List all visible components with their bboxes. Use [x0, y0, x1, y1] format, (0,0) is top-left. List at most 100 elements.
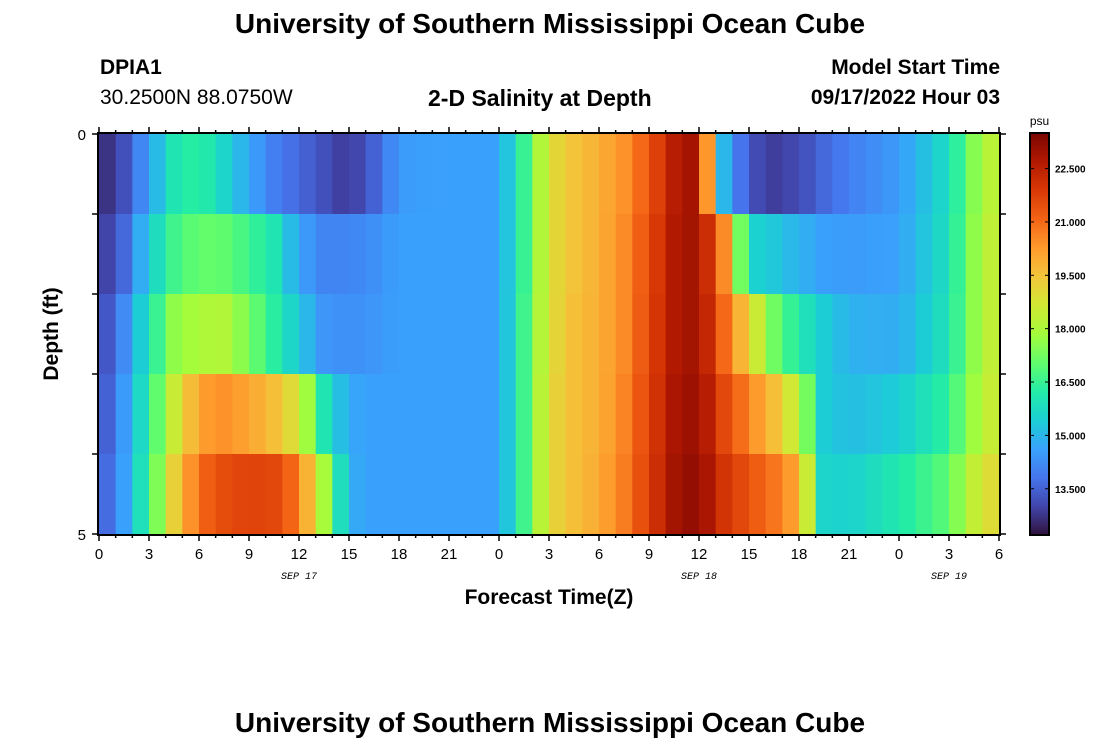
model-start-label: Model Start Time	[831, 56, 1000, 79]
heatmap-cell	[99, 374, 117, 455]
heatmap-cell	[682, 134, 700, 215]
heatmap-cell	[932, 134, 950, 215]
heatmap-cell	[199, 294, 217, 375]
heatmap-cell	[132, 454, 150, 535]
x-date-label: SEP 17	[281, 572, 317, 583]
heatmap-cell	[282, 214, 300, 295]
heatmap-cell	[899, 454, 917, 535]
heatmap-cell	[382, 374, 400, 455]
heatmap-cell	[299, 214, 317, 295]
heatmap-cell	[582, 454, 600, 535]
x-axis-title: Forecast Time(Z)	[465, 586, 634, 609]
heatmap-cell	[382, 294, 400, 375]
heatmap-cell	[449, 134, 467, 215]
heatmap-cell	[232, 374, 250, 455]
heatmap-cell	[782, 374, 800, 455]
heatmap-cell	[782, 134, 800, 215]
heatmap-cell	[699, 214, 717, 295]
heatmap-cell	[199, 134, 217, 215]
heatmap-cell	[515, 294, 533, 375]
heatmap-cell	[632, 294, 650, 375]
heatmap-cell	[765, 374, 783, 455]
heatmap-cell	[615, 134, 633, 215]
heatmap-cell	[165, 214, 183, 295]
heatmap-cell	[99, 294, 117, 375]
colorbar-tick-label: 16.500	[1055, 378, 1086, 389]
heatmap-cell	[415, 294, 433, 375]
heatmap-cell	[749, 294, 767, 375]
x-tick-label: 3	[145, 546, 153, 563]
heatmap-cell	[332, 294, 350, 375]
heatmap-cell	[232, 294, 250, 375]
heatmap-cell	[249, 134, 267, 215]
x-tick-label: 0	[895, 546, 903, 563]
heatmap-cell	[915, 454, 933, 535]
heatmap-cell	[249, 214, 267, 295]
heatmap-cell	[582, 134, 600, 215]
heatmap-cell	[815, 454, 833, 535]
heatmap-cell	[149, 214, 167, 295]
heatmap-cell	[115, 454, 133, 535]
heatmap-cell	[882, 374, 900, 455]
heatmap-cell	[199, 214, 217, 295]
x-tick-label: 0	[495, 546, 503, 563]
heatmap-cell	[915, 134, 933, 215]
heatmap-cell	[199, 454, 217, 535]
heatmap-cell	[365, 374, 383, 455]
heatmap-cell	[799, 454, 817, 535]
x-tick-label: 6	[195, 546, 203, 563]
heatmap-cell	[782, 454, 800, 535]
heatmap-cell	[499, 294, 517, 375]
heatmap-cell	[515, 134, 533, 215]
heatmap-cell	[382, 214, 400, 295]
heatmap-cell	[515, 374, 533, 455]
heatmap-cell	[165, 374, 183, 455]
heatmap-cell	[449, 214, 467, 295]
heatmap-cell	[899, 294, 917, 375]
heatmap-cell	[649, 374, 667, 455]
heatmap-cell	[349, 214, 367, 295]
heatmap-cell	[865, 134, 883, 215]
heatmap-cell	[715, 454, 733, 535]
heatmap-cell	[649, 134, 667, 215]
x-date-label: SEP 18	[681, 572, 717, 583]
heatmap-cell	[732, 454, 750, 535]
heatmap-cell	[682, 214, 700, 295]
heatmap-cell	[565, 294, 583, 375]
heatmap-cell	[949, 294, 967, 375]
heatmap-cell	[732, 134, 750, 215]
heatmap-cell	[482, 134, 500, 215]
heatmap-cell	[882, 294, 900, 375]
heatmap-cell	[282, 374, 300, 455]
heatmap-cell	[415, 134, 433, 215]
heatmap-cell	[299, 294, 317, 375]
y-axis: 05	[78, 127, 1006, 544]
heatmap-cell	[499, 214, 517, 295]
heatmap-cell	[215, 294, 233, 375]
heatmap-cell	[615, 294, 633, 375]
heatmap-cell	[515, 454, 533, 535]
heatmap-cell	[465, 374, 483, 455]
station-coordinates: 30.2500N 88.0750W	[100, 86, 293, 109]
heatmap-cell	[865, 214, 883, 295]
heatmap-cell	[915, 294, 933, 375]
heatmap-cell	[732, 374, 750, 455]
heatmap-cell	[315, 374, 333, 455]
colorbar-tick-label: 18.000	[1055, 325, 1086, 336]
heatmap-cell	[982, 374, 1000, 455]
heatmap-cell	[565, 134, 583, 215]
heatmap-cell	[665, 214, 683, 295]
heatmap-cell	[632, 374, 650, 455]
heatmap-cell	[149, 454, 167, 535]
x-tick-label: 21	[441, 546, 458, 563]
heatmap-cell	[99, 134, 117, 215]
heatmap-cell	[915, 374, 933, 455]
heatmap-cell	[965, 374, 983, 455]
heatmap-cell	[532, 134, 550, 215]
heatmap-cell	[599, 214, 617, 295]
heatmap-cell	[315, 454, 333, 535]
x-tick-label: 21	[841, 546, 858, 563]
heatmap-cell	[132, 294, 150, 375]
heatmap-cell	[599, 294, 617, 375]
heatmap-cell	[932, 454, 950, 535]
